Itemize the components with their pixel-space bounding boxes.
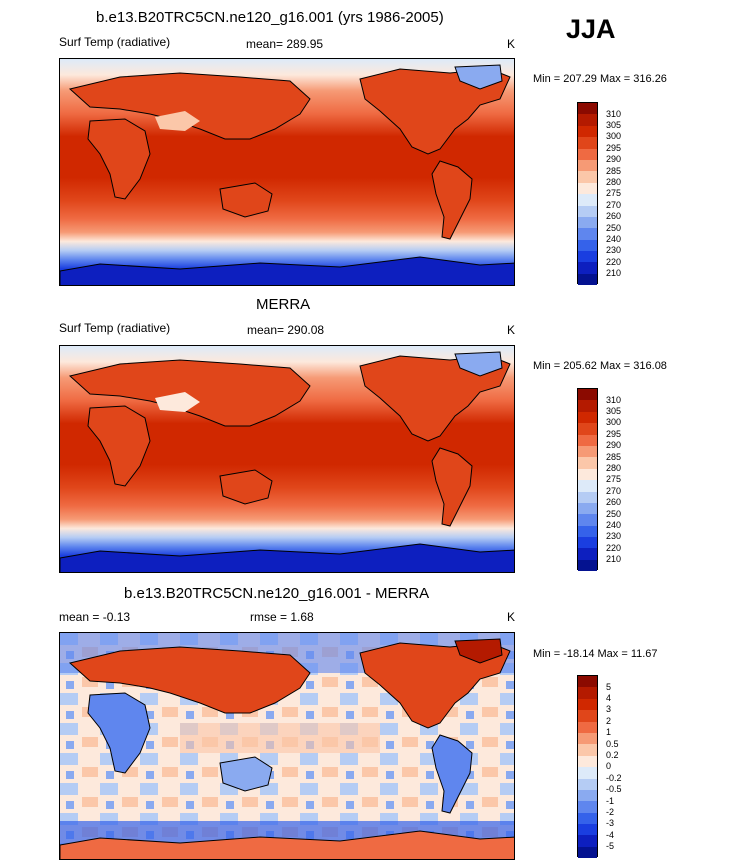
panel-3-colorbar-label: -0.5 xyxy=(606,784,622,794)
panel-3-colorbar xyxy=(577,675,598,859)
panel-3-colorbar-label: 2 xyxy=(606,716,612,726)
panel-2-units: K xyxy=(507,323,516,337)
panel-2-colorbar-label: 230 xyxy=(606,531,622,541)
panel-1-title: b.e13.B20TRC5CN.ne120_g16.001 (yrs 1986-… xyxy=(96,9,444,26)
panel-1-colorbar-label: 280 xyxy=(606,177,622,187)
panel-3-minmax: Min = -18.14 Max = 11.67 xyxy=(533,648,658,660)
panel-2-colorbar-label: 290 xyxy=(606,440,622,450)
panel-2-colorbar-label: 240 xyxy=(606,520,622,530)
panel-1-colorbar-label: 305 xyxy=(606,120,622,130)
panel-2-colorbar-label: 280 xyxy=(606,463,622,473)
season-label: JJA xyxy=(566,14,616,44)
panel-2-colorbar-label: 260 xyxy=(606,497,622,507)
panel-1-variable-label: Surf Temp (radiative) xyxy=(59,35,171,49)
panel-1-map xyxy=(59,58,515,286)
panel-3-colorbar-label: 4 xyxy=(606,693,612,703)
panel-3-map xyxy=(59,632,515,860)
panel-1-units: K xyxy=(507,37,516,51)
panel-1-mean-label: mean= 289.95 xyxy=(246,37,324,51)
panel-1-colorbar-label: 310 xyxy=(606,109,622,119)
panel-1-colorbar-label: 230 xyxy=(606,245,622,255)
panel-2-title: MERRA xyxy=(256,296,311,313)
panel-3-colorbar-label: 0.5 xyxy=(606,739,619,749)
panel-3-rmse-label: rmse = 1.68 xyxy=(250,610,314,624)
panel-1-colorbar-label: 290 xyxy=(606,154,622,164)
panel-3-units: K xyxy=(507,610,516,624)
panel-3-continents xyxy=(60,638,514,859)
panel-2-colorbar-label: 210 xyxy=(606,554,622,564)
panel-1-colorbar-label: 270 xyxy=(606,200,622,210)
panel-2-colorbar-label: 275 xyxy=(606,474,622,484)
panel-2-colorbar-label: 220 xyxy=(606,543,622,553)
panel-2-colorbar xyxy=(577,388,598,572)
panel-3-colorbar-label: -3 xyxy=(606,818,615,828)
panel-1-colorbar-label: 300 xyxy=(606,131,622,141)
panel-3-colorbar-label: -2 xyxy=(606,807,615,817)
panel-3-colorbar-label: -0.2 xyxy=(606,773,622,783)
panel-1-colorbar-label: 220 xyxy=(606,257,622,267)
panel-2-continents xyxy=(60,351,514,572)
panel-1-minmax: Min = 207.29 Max = 316.26 xyxy=(533,73,667,85)
panel-3-colorbar-label: -1 xyxy=(606,796,615,806)
panel-1-colorbar-label: 260 xyxy=(606,211,622,221)
panel-3-mean-label: mean = -0.13 xyxy=(59,610,131,624)
panel-2-minmax: Min = 205.62 Max = 316.08 xyxy=(533,360,667,372)
panel-1-continents xyxy=(60,64,514,285)
panel-2-mean-label: mean= 290.08 xyxy=(247,323,325,337)
panel-1-colorbar-label: 250 xyxy=(606,223,622,233)
panel-2-colorbar-label: 250 xyxy=(606,509,622,519)
panel-2-colorbar-label: 270 xyxy=(606,486,622,496)
panel-1-colorbar-label: 275 xyxy=(606,188,622,198)
panel-1-colorbar-label: 285 xyxy=(606,166,622,176)
panel-1-colorbar-label: 210 xyxy=(606,268,622,278)
panel-2-colorbar-label: 305 xyxy=(606,406,622,416)
panel-1-colorbar-label: 240 xyxy=(606,234,622,244)
panel-1-colorbar xyxy=(577,102,598,286)
panel-3-colorbar-label: 0 xyxy=(606,761,612,771)
panel-3-colorbar-label: 5 xyxy=(606,682,612,692)
panel-3-colorbar-label: 3 xyxy=(606,704,612,714)
panel-3-title: b.e13.B20TRC5CN.ne120_g16.001 - MERRA xyxy=(124,585,430,602)
panel-2-variable-label: Surf Temp (radiative) xyxy=(59,321,171,335)
panel-2-map xyxy=(59,345,515,573)
panel-2-colorbar-label: 285 xyxy=(606,452,622,462)
panel-3-colorbar-label: 0.2 xyxy=(606,750,619,760)
panel-2-colorbar-label: 295 xyxy=(606,429,622,439)
panel-2-colorbar-label: 300 xyxy=(606,417,622,427)
panel-2-colorbar-label: 310 xyxy=(606,395,622,405)
panel-3-colorbar-label: -4 xyxy=(606,830,615,840)
panel-3-colorbar-label: 1 xyxy=(606,727,612,737)
panel-1-colorbar-label: 295 xyxy=(606,143,622,153)
panel-3-colorbar-label: -5 xyxy=(606,841,615,851)
